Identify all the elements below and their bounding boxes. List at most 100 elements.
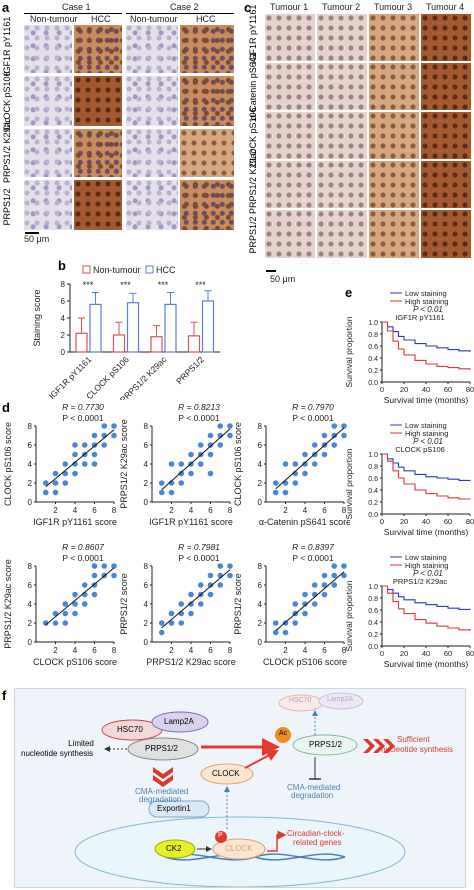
scatter-point (302, 461, 308, 467)
stat-p: P < 0.0001 (292, 413, 333, 423)
panel-label-f: f (2, 688, 7, 703)
y-axis-title: Survival proportion (344, 448, 354, 519)
x-axis-title: Survival time (months) (384, 395, 469, 405)
ihc-tile (265, 161, 315, 208)
y-tick-label: 8 (258, 422, 263, 431)
ihc-tile (126, 76, 178, 126)
hsc70-faded-label: HSC70 (289, 697, 312, 704)
x-tick-label: 40 (422, 517, 430, 526)
x-tick-label: 6 (208, 506, 213, 515)
legend-swatch-nontumour (82, 265, 91, 274)
survival-curve (382, 321, 471, 370)
scatter-point (207, 442, 214, 448)
scatter-point (188, 470, 194, 477)
hsc70-label: HSC70 (117, 725, 143, 734)
x-tick-label: 80 (466, 517, 474, 526)
fit-line (161, 569, 231, 629)
scatter-point (62, 461, 69, 467)
scatter-point (207, 572, 214, 579)
x-tick-label: PRPS1/2 (174, 354, 206, 386)
y-axis-title: CLOCK pS106 score (233, 422, 243, 506)
scatter-point (292, 461, 299, 467)
scatter-point (197, 461, 204, 467)
scatter-point (62, 620, 69, 626)
scatter-point (217, 563, 224, 569)
ck2-shape (154, 839, 196, 859)
survival-title: PRPS1/2 K29ac (393, 577, 447, 586)
stat-p: P < 0.0001 (178, 413, 219, 423)
ihc-tile (265, 210, 315, 258)
x-tick-label: 4 (189, 506, 194, 515)
scatter-point (341, 572, 347, 579)
ihc-tile (317, 161, 367, 208)
scatter-point (207, 451, 214, 458)
legend-label: High staining (405, 297, 448, 306)
scatter-point (227, 563, 233, 569)
scatter-point (272, 629, 279, 636)
lamp2a-shape (151, 711, 209, 733)
ihc-tile (421, 210, 471, 258)
cma-right-label: CMA-mediated (287, 783, 341, 792)
y-axis-title: Survival proportion (344, 316, 354, 387)
ihc-tile (265, 14, 315, 61)
x-tick-label: 8 (228, 506, 233, 515)
y-axis-title: PRPS1/2 K29ac score (3, 559, 13, 649)
y-tick-label: 8 (144, 422, 149, 431)
scatter-point (207, 591, 214, 598)
scatter-point (197, 442, 204, 448)
scatter-point (178, 480, 185, 486)
y-tick-label: 0.4 (368, 620, 378, 627)
scatter-point (197, 601, 204, 607)
bar (150, 336, 163, 353)
scatter-point (81, 442, 88, 448)
y-tick-label: 6 (144, 581, 149, 590)
scatter-point (81, 601, 88, 607)
scatter-point (207, 432, 214, 439)
y-tick-label: 0 (61, 348, 66, 357)
scatter-point (72, 591, 78, 598)
ihc-tile (265, 112, 315, 159)
survival-curve (382, 585, 471, 631)
row-label-prps-c: PRPS1/2 (248, 216, 258, 254)
panel-label-a: a (2, 0, 10, 15)
y-tick-label: 4 (144, 600, 149, 609)
scatter-point (331, 582, 338, 588)
prps-left-label: PRPS1/2 (145, 744, 178, 753)
ck2-label: CK2 (166, 844, 182, 853)
ac-label: Ac (279, 730, 288, 737)
col-hcc-2: HCC (196, 14, 216, 24)
x-tick-label: 6 (322, 506, 327, 515)
scatter-point (91, 461, 98, 467)
scatter-point (91, 442, 98, 448)
ihc-tile (369, 210, 419, 258)
ihc-tile (369, 63, 419, 110)
scale-label-a: 50 μm (24, 234, 50, 244)
legend-label: Low staining (405, 553, 447, 562)
x-axis-title: Survival time (months) (384, 659, 469, 669)
legend-label: High staining (405, 429, 448, 438)
ihc-tile (24, 76, 72, 126)
y-tick-label: 0.8 (368, 332, 378, 339)
x-tick-label: 2 (283, 506, 288, 515)
y-tick-label: 2 (28, 479, 33, 488)
scatter-point (302, 451, 308, 458)
y-tick-label: 2 (144, 619, 149, 628)
y-tick-label: 4 (28, 460, 33, 469)
x-tick-label: 2 (53, 646, 58, 655)
scatter-point (91, 591, 98, 598)
x-tick-label: 0 (380, 517, 384, 526)
scatter-point (42, 489, 49, 496)
x-tick-label: 6 (92, 506, 97, 515)
x-tick-label: 2 (169, 506, 174, 515)
y-tick-label: 0.6 (368, 608, 378, 615)
x-tick-label: 40 (422, 649, 430, 658)
scatter-point (302, 470, 308, 477)
y-tick-label: 0.4 (368, 356, 378, 363)
x-tick-label: 8 (112, 506, 117, 515)
x-axis-title: IGF1R pY1161 score (33, 517, 117, 527)
scatter-point (111, 432, 117, 439)
scatter-point (188, 601, 194, 607)
cma-left-label: CMA-mediated (135, 787, 189, 796)
